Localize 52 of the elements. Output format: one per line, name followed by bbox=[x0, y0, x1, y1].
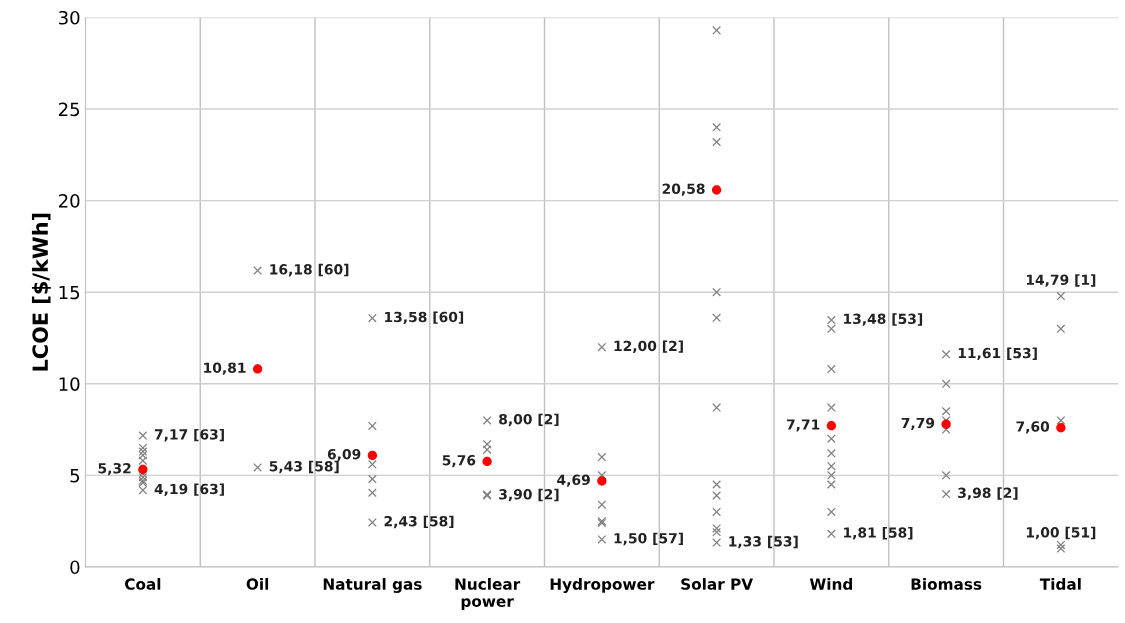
data-label: 16,18 [60] bbox=[270, 263, 349, 277]
data-label: 7,17 [63] bbox=[154, 428, 224, 442]
x-tick-label: Tidal bbox=[1039, 578, 1081, 590]
point bbox=[1056, 423, 1066, 433]
x-tick-label: Natural gas bbox=[323, 578, 422, 593]
y-tick-label: 5 bbox=[70, 469, 80, 483]
data-label: 7,71 bbox=[786, 419, 820, 432]
data-label: 14,79 [1] bbox=[1026, 274, 1096, 287]
x-tick-label: Coal bbox=[125, 578, 161, 590]
point bbox=[482, 456, 492, 467]
data-label: 10,81 bbox=[204, 362, 246, 375]
data-label: 8,00 [2] bbox=[499, 413, 559, 427]
x-tick-label: Wind bbox=[809, 578, 853, 590]
x-tick-label: Hydropower bbox=[550, 578, 655, 593]
point bbox=[367, 450, 378, 461]
data-label: 11,61 [53] bbox=[958, 347, 1037, 361]
data-label: 5,32 bbox=[98, 463, 131, 476]
point bbox=[711, 185, 722, 195]
data-label: 5,76 bbox=[442, 454, 476, 468]
data-label: 1,81 [58] bbox=[844, 527, 913, 540]
data-label: 1,00 [51] bbox=[1026, 526, 1096, 540]
y-tick-label: 15 bbox=[59, 285, 80, 300]
point bbox=[597, 476, 607, 486]
data-label: 4,19 [63] bbox=[154, 483, 224, 496]
data-label: 1,33 [53] bbox=[729, 535, 798, 549]
point bbox=[826, 421, 837, 431]
y-tick-label: 20 bbox=[58, 194, 80, 208]
data-label: 7,60 bbox=[1016, 421, 1050, 434]
data-label: 13,58 [60] bbox=[385, 311, 464, 324]
y-tick-label: 30 bbox=[59, 10, 80, 25]
x-tick-label: Nuclear power bbox=[455, 578, 521, 610]
data-label: 7,79 bbox=[901, 417, 935, 431]
x-tick-label: Solar PV bbox=[681, 578, 754, 590]
data-label: 1,50 [57] bbox=[614, 532, 683, 546]
data-label: 2,43 [58] bbox=[384, 515, 454, 529]
data-label: 20,58 bbox=[662, 183, 705, 196]
x-tick-label: Oil bbox=[246, 578, 269, 590]
point bbox=[138, 464, 148, 475]
data-label: 3,90 [2] bbox=[499, 488, 559, 502]
data-label: 3,98 [2] bbox=[958, 487, 1018, 500]
y-axis-title: LCOE [$/kWh] bbox=[31, 213, 51, 371]
data-label: 12,00 [2] bbox=[614, 340, 683, 353]
point bbox=[941, 419, 951, 429]
y-tick-label: 25 bbox=[58, 102, 80, 117]
y-tick-label: 0 bbox=[70, 560, 80, 575]
point bbox=[252, 364, 263, 374]
data-label: 5,43 [58] bbox=[269, 460, 339, 474]
x-tick-label: Biomass bbox=[911, 578, 982, 590]
data-label: 6,09 bbox=[327, 448, 361, 462]
data-label: 4,69 bbox=[557, 474, 590, 487]
data-label: 13,48 [53] bbox=[844, 313, 923, 326]
y-tick-label: 10 bbox=[59, 377, 80, 391]
